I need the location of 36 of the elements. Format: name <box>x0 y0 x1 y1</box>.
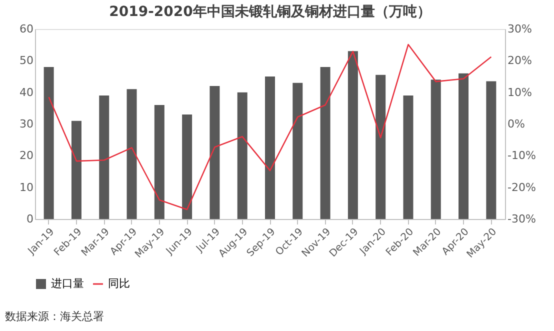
y-tick-label: 50 <box>20 54 34 68</box>
y2-tick-label: -10% <box>508 149 536 162</box>
bar <box>99 96 110 219</box>
bar <box>182 114 192 219</box>
y-tick-label: 30 <box>20 118 34 130</box>
y-tick-label: 20 <box>20 149 34 162</box>
y2-tick-label: 0% <box>508 118 525 130</box>
bar <box>348 51 358 219</box>
bar <box>154 105 164 219</box>
y-tick-label: 0 <box>26 212 34 226</box>
y2-tick-label: -20% <box>508 180 536 194</box>
bar <box>486 81 496 219</box>
bar <box>403 96 414 219</box>
line-series <box>48 44 492 210</box>
y-tick-label: 60 <box>20 22 34 36</box>
bar <box>265 76 275 219</box>
source-note: 数据来源：海关总署 <box>5 310 104 323</box>
bar <box>237 92 248 219</box>
bar <box>44 67 54 219</box>
y2-tick-label: 30% <box>508 22 532 36</box>
y2-tick-label: -30% <box>508 212 536 226</box>
bar <box>71 120 82 219</box>
bar <box>430 80 441 219</box>
bar <box>126 89 137 219</box>
bar <box>292 82 303 219</box>
bar <box>376 74 386 219</box>
chart-title: 2019-2020年中国未锻轧铜及铜材进口量（万吨） <box>109 4 431 20</box>
y-tick-label: 10 <box>20 180 34 194</box>
bar <box>210 86 220 219</box>
bar <box>458 73 469 219</box>
legend-label: 同比 <box>108 277 130 290</box>
y-tick-label: 40 <box>20 86 34 99</box>
y2-tick-label: 10% <box>508 86 532 99</box>
legend-label: 进口量 <box>51 277 84 290</box>
y2-tick-label: 20% <box>508 54 532 68</box>
bar <box>320 67 330 219</box>
